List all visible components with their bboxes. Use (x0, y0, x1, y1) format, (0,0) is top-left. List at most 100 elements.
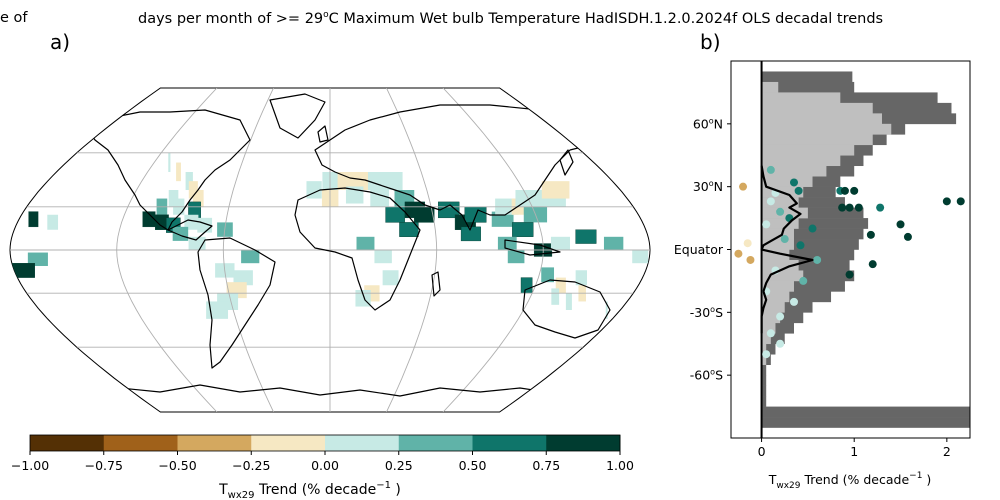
map-cell (550, 236, 570, 250)
map-cell (520, 277, 533, 294)
map-cell (11, 263, 35, 278)
histogram-bar (761, 197, 845, 208)
coast-north-america (87, 109, 251, 231)
histogram-bar (761, 270, 804, 282)
zonal-histogram: 0 1 2 60oN 30oN Equator -30oS -60oS (674, 60, 971, 459)
histogram-bar (761, 218, 869, 229)
colorbar-segment (546, 435, 621, 451)
map-cell (168, 190, 179, 207)
scatter-point (780, 235, 789, 244)
histogram-bar (761, 417, 970, 428)
map-cell (184, 214, 199, 230)
map-cell (507, 250, 525, 264)
colorbar-segment (251, 435, 326, 451)
colorbar-segment (30, 435, 105, 451)
scatter-point (799, 276, 808, 285)
map-cell (352, 172, 371, 190)
map-cell (370, 190, 389, 207)
histogram-bar (761, 343, 767, 355)
scatter-point (789, 297, 798, 306)
histogram-bar (761, 197, 799, 208)
map-cell (399, 222, 419, 237)
scatter-point (845, 203, 854, 212)
scatter-point (956, 197, 965, 206)
scatter-point (766, 197, 775, 206)
scatter-point (868, 260, 877, 269)
coast-japan (559, 149, 574, 176)
degree-superscript: o (323, 10, 329, 20)
scatter-point (850, 186, 859, 195)
map-cell (176, 162, 181, 182)
map-cell (541, 267, 555, 283)
scatter-point (840, 186, 849, 195)
gridline-lon (222, 88, 274, 412)
scatter-point (739, 182, 748, 191)
histogram-bar (761, 144, 855, 156)
histogram-bar (761, 249, 790, 261)
scatter-point (876, 203, 885, 212)
histogram-bar (761, 270, 855, 282)
map-cell (27, 252, 48, 266)
scatter-point (854, 203, 863, 212)
histogram-bar (761, 291, 790, 303)
scatter-point (776, 312, 785, 321)
histogram-bar (761, 155, 841, 167)
histogram-y-tick-label: Equator (674, 242, 724, 257)
colorbar-tick-label: −1.00 (11, 458, 49, 473)
histogram-x-tick-label: 1 (850, 444, 858, 459)
coast-madagascar (431, 271, 441, 297)
histogram-bar (761, 322, 776, 334)
histogram-x-tick-label: 0 (758, 444, 766, 459)
map-cell (512, 222, 534, 237)
histogram-bar (761, 259, 850, 271)
colorbar-label: Twx29 Trend (% decade−1 ) (218, 480, 401, 500)
map-outline (9, 87, 651, 413)
colorbar-tick-label: −0.75 (85, 458, 123, 473)
scatter-point (838, 203, 847, 212)
colorbar-tick-label: −0.50 (158, 458, 196, 473)
histogram-bar (761, 291, 832, 303)
histogram-bar (761, 333, 771, 345)
scatter-point (734, 249, 743, 258)
scatter-point (796, 241, 805, 250)
colorbar-tick-label: 0.25 (385, 458, 413, 473)
map-cell (497, 236, 517, 250)
title-prefix: days per month of >= 29 (138, 10, 324, 27)
map-cell (603, 236, 624, 250)
coast-south-america (197, 237, 276, 369)
histogram-bar (761, 406, 970, 418)
scatter-point (776, 339, 785, 348)
histogram-bar (761, 207, 864, 219)
histogram-bar (761, 81, 855, 93)
histogram-bar (761, 228, 864, 240)
colorbar-tick-label: 0.50 (459, 458, 487, 473)
histogram-bar (761, 354, 767, 365)
histogram-bar (761, 343, 776, 355)
map-cell (188, 181, 198, 199)
scatter-point (776, 207, 785, 216)
map-cell (374, 250, 392, 264)
histogram-bar (761, 333, 785, 345)
map-cell (168, 152, 171, 172)
histogram-bar (761, 301, 813, 313)
histogram-bar (761, 396, 767, 407)
world-map (9, 87, 651, 413)
histogram-bar (761, 134, 873, 146)
map-cell (575, 229, 597, 244)
histogram-bar (761, 228, 794, 240)
map-cell (575, 270, 587, 286)
map-cell (192, 190, 204, 207)
coast-antarctica (119, 384, 621, 397)
histogram-bar (761, 71, 853, 83)
histogram-bar (761, 123, 892, 135)
histogram-x-label: Twx29 Trend (% decade−1 ) (768, 471, 932, 491)
scatter-point (903, 232, 912, 241)
colorbar-segment (325, 435, 400, 451)
histogram-bar (761, 375, 767, 386)
histogram-bar (761, 92, 841, 104)
histogram-bar (761, 81, 779, 93)
colorbar-segment (103, 435, 178, 451)
map-cell (172, 226, 189, 241)
scatter-point (746, 255, 755, 264)
